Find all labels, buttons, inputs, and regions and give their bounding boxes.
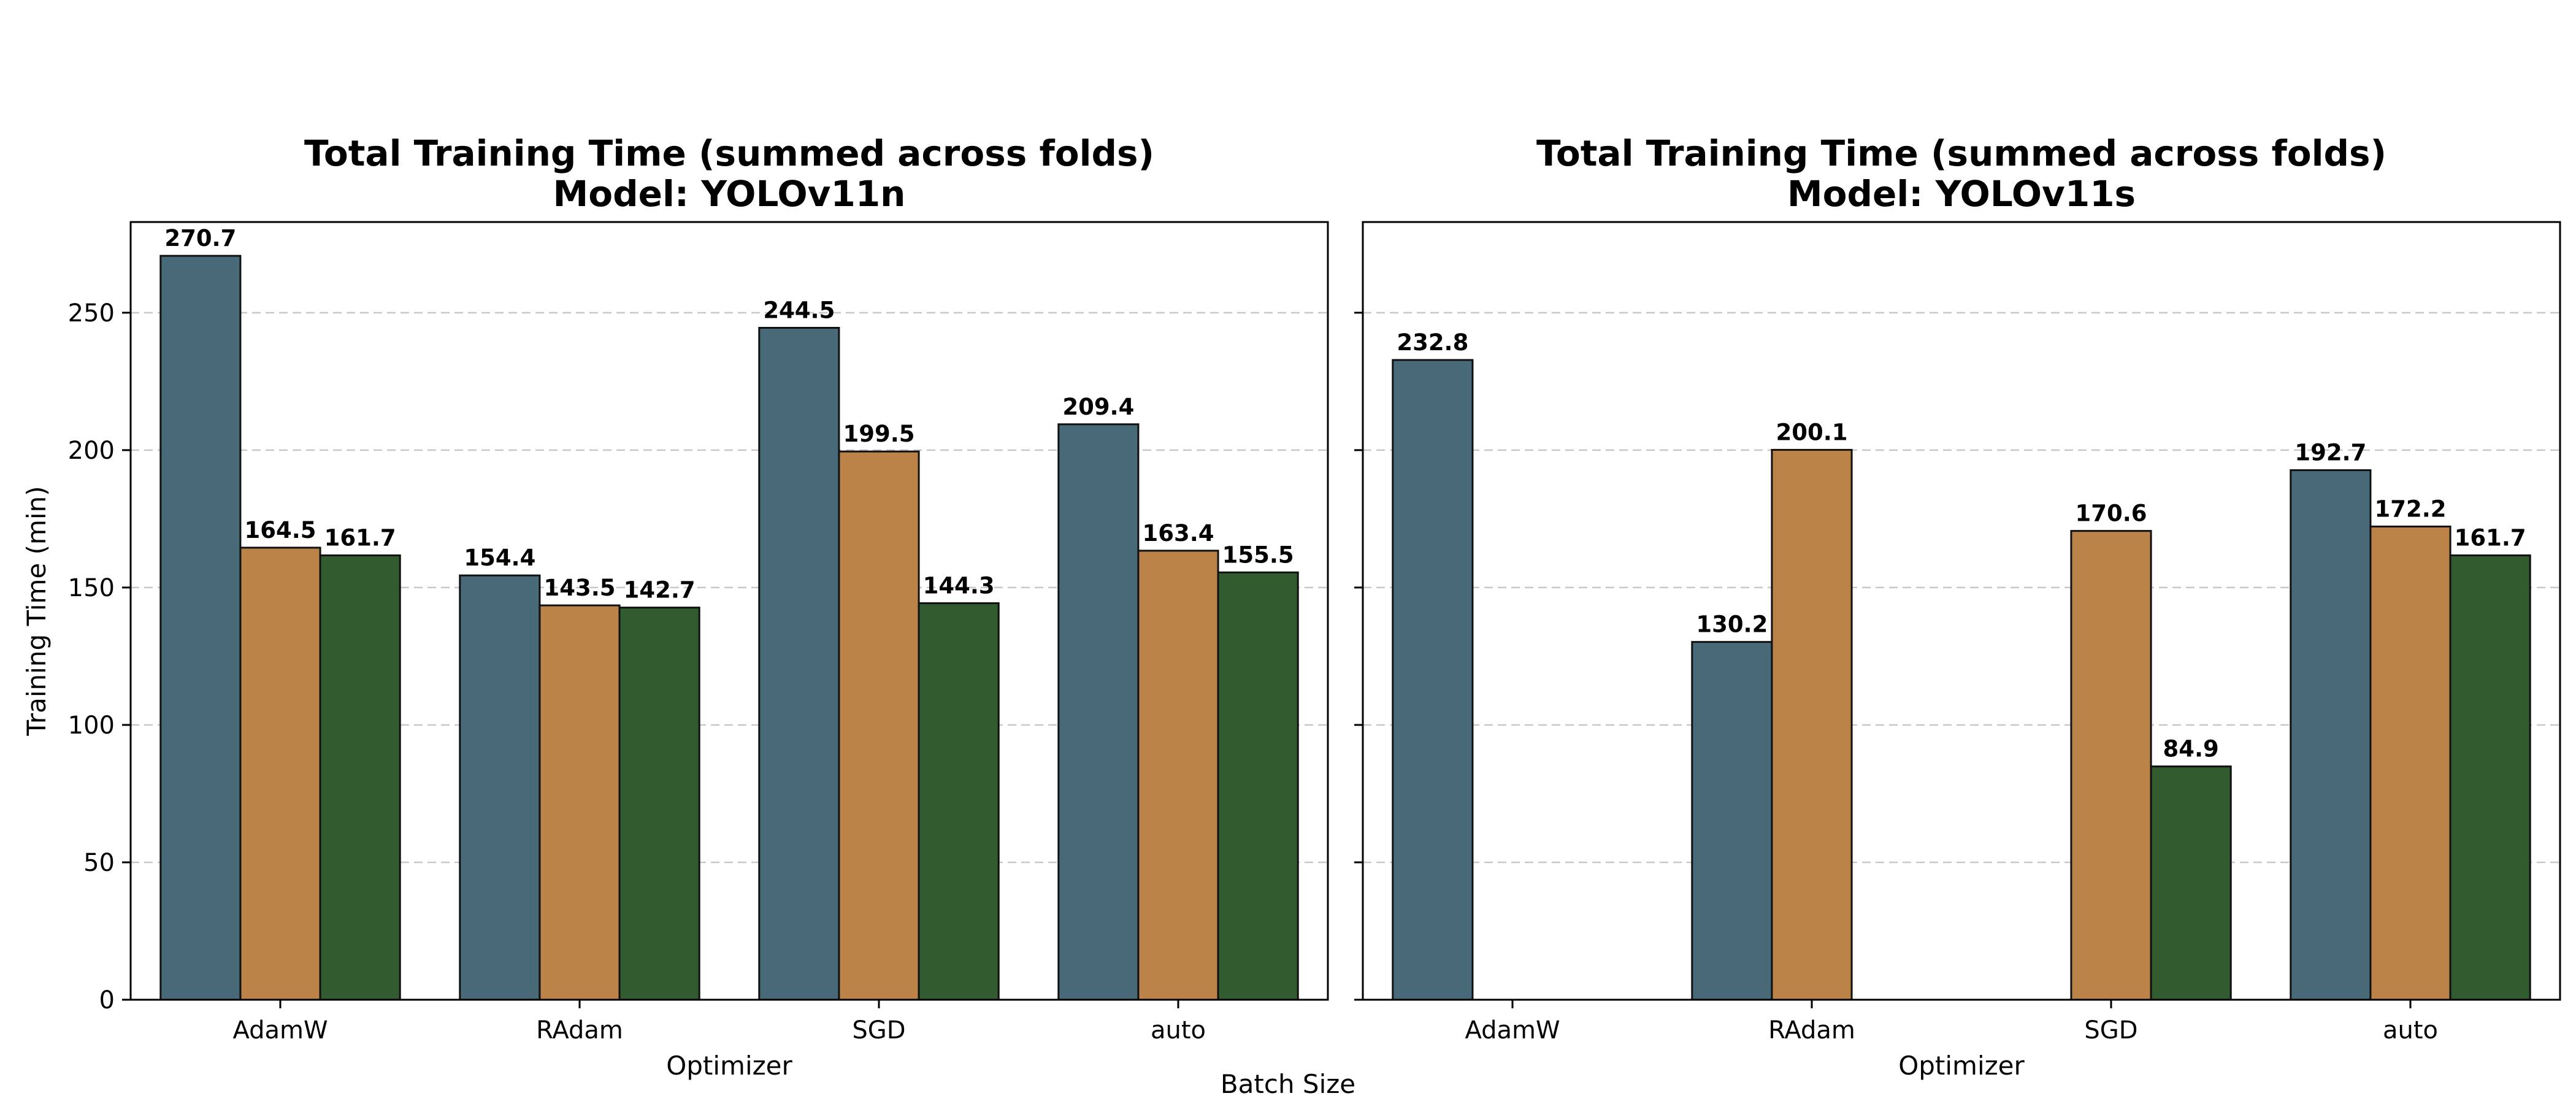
y-tick-label: 100 (68, 711, 115, 740)
x-axis-label: Optimizer (666, 1051, 792, 1081)
bar-sgd-s1 (2070, 530, 2152, 1001)
bar-radam-s1 (539, 604, 621, 1001)
bar-auto-s2 (2449, 554, 2531, 1001)
data-label: 161.7 (2455, 524, 2526, 551)
x-tick-label-adamw: AdamW (232, 1016, 328, 1045)
bar-sgd-s2 (2150, 765, 2232, 1001)
data-label: 270.7 (164, 225, 236, 251)
chart-panel-yolov11s: Total Training Time (summed across folds… (1354, 132, 2561, 1081)
data-label: 199.5 (843, 421, 914, 447)
bar-sgd-s2 (918, 602, 1000, 1001)
data-label: 244.5 (763, 297, 835, 324)
y-tick-label: 250 (68, 299, 115, 328)
data-label: 172.2 (2374, 496, 2446, 522)
bar-radam-s1 (1771, 448, 1853, 1001)
axes-frame (1362, 221, 2561, 1001)
data-label: 155.5 (1222, 542, 1294, 568)
data-label: 209.4 (1062, 394, 1134, 420)
chart-title: Total Training Time (summed across folds… (304, 132, 1154, 174)
bar-auto-s0 (2290, 469, 2372, 1001)
chart-title: Total Training Time (summed across folds… (1536, 132, 2386, 174)
bar-adamw-s1 (239, 546, 321, 1001)
bar-auto-s1 (2369, 525, 2451, 1001)
y-tick-label: 50 (83, 849, 115, 877)
data-label: 161.7 (324, 524, 396, 551)
y-axis-label: Training Time (min) (21, 486, 52, 736)
x-tick-label-radam: RAdam (536, 1016, 623, 1045)
chart-subtitle: Model: YOLOv11n (553, 173, 906, 215)
bar-sgd-s0 (758, 327, 840, 1001)
bar-auto-s2 (1217, 571, 1299, 1001)
x-tick-label-auto: auto (1151, 1016, 1206, 1045)
bar-auto-s0 (1057, 423, 1140, 1001)
bar-auto-s1 (1137, 550, 1219, 1001)
y-tick-label: 0 (99, 986, 115, 1014)
x-tick-label-radam: RAdam (1768, 1016, 1855, 1045)
data-label: 232.8 (1397, 329, 1468, 356)
x-tick-label-sgd: SGD (2084, 1016, 2137, 1045)
data-label: 84.9 (2163, 736, 2218, 762)
bar-radam-s0 (459, 574, 541, 1001)
bar-radam-s2 (618, 607, 700, 1001)
x-tick-label-sgd: SGD (852, 1016, 905, 1045)
data-label: 200.1 (1776, 419, 1847, 445)
chart-subtitle: Model: YOLOv11s (1787, 173, 2136, 215)
data-label: 170.6 (2075, 500, 2147, 527)
bar-sgd-s1 (838, 450, 920, 1001)
data-label: 144.3 (923, 572, 995, 599)
axes-frame (129, 221, 1329, 1001)
y-tick-label: 200 (68, 437, 115, 465)
bar-adamw-s0 (159, 255, 242, 1001)
x-axis-label: Optimizer (1898, 1051, 2025, 1081)
data-label: 130.2 (1696, 611, 1768, 638)
bar-adamw-s2 (319, 554, 401, 1001)
data-label: 164.5 (244, 517, 316, 543)
data-label: 154.4 (464, 545, 535, 571)
data-label: 143.5 (543, 575, 615, 601)
figure-label: Batch Size (1221, 1069, 1355, 1099)
data-label: 192.7 (2294, 440, 2366, 466)
data-label: 163.4 (1142, 520, 1214, 546)
x-tick-label-auto: auto (2383, 1016, 2438, 1045)
x-tick-label-adamw: AdamW (1465, 1016, 1560, 1045)
bar-radam-s0 (1691, 641, 1773, 1001)
bar-adamw-s0 (1392, 359, 1474, 1001)
y-tick-label: 150 (68, 574, 115, 602)
data-label: 142.7 (624, 577, 696, 604)
chart-panel-yolov11n: Total Training Time (summed across folds… (21, 132, 1329, 1081)
